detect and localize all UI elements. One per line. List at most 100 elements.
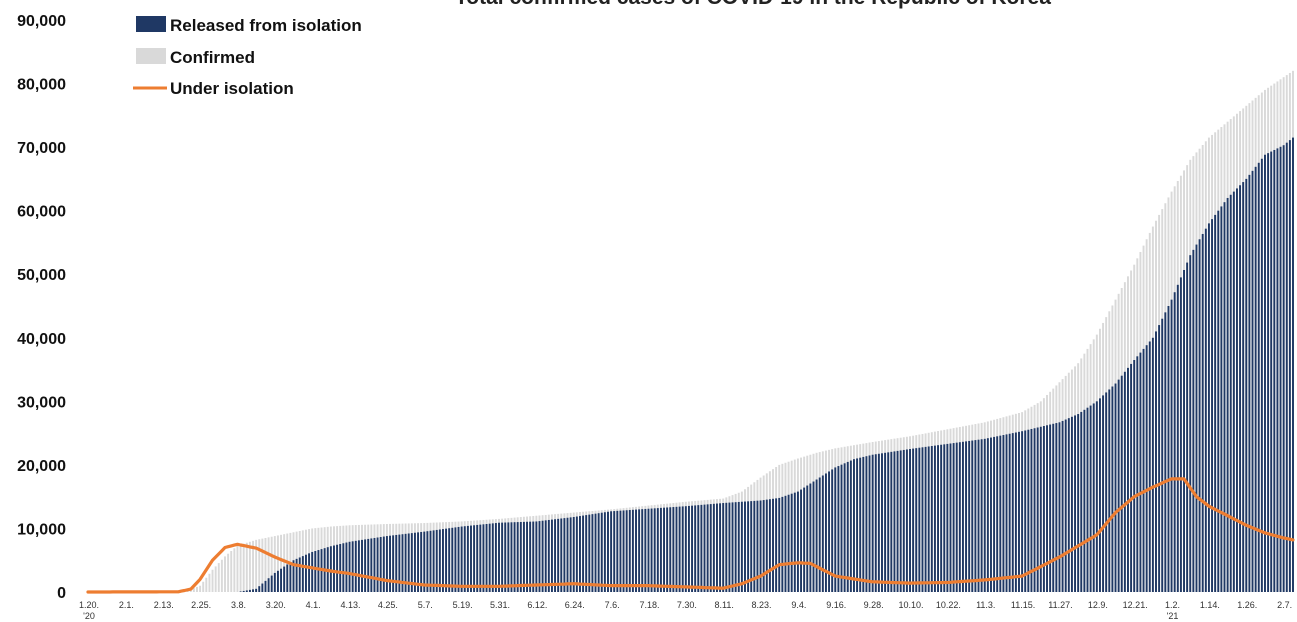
bar-released xyxy=(703,504,706,592)
bar-released xyxy=(435,529,438,592)
bar-released xyxy=(529,521,532,592)
bar-released xyxy=(1273,149,1276,592)
bar-released xyxy=(812,481,815,592)
x-tick-label: 8.11. xyxy=(715,600,734,610)
bar-confirmed xyxy=(261,538,264,592)
bar-released xyxy=(1232,191,1235,592)
bar-released xyxy=(1276,148,1279,592)
bar-released xyxy=(1248,174,1251,593)
bar-released xyxy=(691,505,694,592)
bar-released xyxy=(1046,425,1048,592)
bar-released xyxy=(239,591,242,592)
bar-released xyxy=(927,446,930,592)
bar-released xyxy=(1058,422,1061,592)
bar-released xyxy=(485,524,488,592)
bar-released xyxy=(694,505,697,592)
bar-released xyxy=(641,509,644,592)
bar-released xyxy=(504,522,507,592)
x-tick-label: 6.12. xyxy=(527,600,547,610)
bar-released xyxy=(631,509,634,592)
bar-released xyxy=(333,545,335,592)
y-tick-label: 50,000 xyxy=(17,267,66,284)
bar-released xyxy=(535,521,538,592)
bar-released xyxy=(473,525,476,592)
bar-released xyxy=(756,500,759,592)
bar-confirmed xyxy=(270,536,273,592)
bar-confirmed xyxy=(205,577,208,592)
bar-released xyxy=(308,553,311,592)
bar-released xyxy=(687,505,690,592)
bar-released xyxy=(579,516,581,592)
bar-released xyxy=(1201,233,1204,592)
bar-released xyxy=(466,525,469,592)
bar-released xyxy=(656,508,659,592)
bar-released xyxy=(339,544,342,592)
bar-released xyxy=(1005,434,1008,592)
bar-released xyxy=(610,511,613,592)
bar-released xyxy=(245,590,248,592)
bar-confirmed xyxy=(258,539,261,592)
bar-released xyxy=(753,500,756,592)
x-tick-label: 2.7. xyxy=(1277,600,1292,610)
bar-released xyxy=(373,537,376,592)
bar-released xyxy=(270,575,273,592)
bar-released xyxy=(768,499,771,592)
bar-released xyxy=(1285,142,1288,592)
bar-confirmed xyxy=(224,556,226,592)
bar-released xyxy=(1061,420,1064,592)
bar-released xyxy=(1018,431,1020,592)
bar-released xyxy=(432,530,435,592)
bar-released xyxy=(725,502,728,592)
bar-released xyxy=(818,477,821,592)
bar-released xyxy=(1170,299,1173,592)
bar-released xyxy=(591,514,594,592)
bar-released xyxy=(442,529,444,592)
bar-released xyxy=(949,443,952,592)
bar-released xyxy=(762,500,765,592)
bar-released xyxy=(1036,427,1039,592)
bar-released xyxy=(597,513,600,592)
bar-released xyxy=(273,572,276,592)
bar-released xyxy=(744,501,746,592)
bar-released xyxy=(410,533,413,592)
bar-released xyxy=(856,458,859,592)
x-tick-year-label: '21 xyxy=(1167,611,1179,621)
bar-released xyxy=(887,452,890,592)
bar-confirmed xyxy=(208,573,211,592)
bar-confirmed xyxy=(245,542,248,592)
bar-released xyxy=(1136,356,1139,592)
legend-swatch-released xyxy=(136,16,166,32)
bar-released xyxy=(1055,423,1058,592)
bar-released xyxy=(933,445,936,592)
y-tick-label: 90,000 xyxy=(17,13,66,30)
bar-released xyxy=(650,508,653,592)
bar-released xyxy=(1052,423,1055,592)
x-tick-label: 9.16. xyxy=(826,600,846,610)
bar-released xyxy=(912,448,915,592)
series-released-from-isolation xyxy=(239,137,1294,593)
bar-released xyxy=(1158,325,1161,592)
bar-released xyxy=(1164,312,1167,592)
bar-released xyxy=(1176,284,1179,592)
bar-released xyxy=(716,503,718,592)
bar-released xyxy=(519,521,522,592)
bar-confirmed xyxy=(236,545,239,592)
bar-released xyxy=(1267,153,1270,592)
bar-released xyxy=(905,449,908,592)
bar-released xyxy=(329,546,332,592)
bar-released xyxy=(613,511,616,592)
x-tick-label: 1.2. xyxy=(1165,600,1180,610)
bar-released xyxy=(289,562,292,592)
bar-released xyxy=(712,503,715,592)
bar-released xyxy=(295,558,298,592)
bar-released xyxy=(1192,249,1195,593)
bar-released xyxy=(516,522,519,592)
bar-released xyxy=(1008,433,1011,592)
bar-released xyxy=(264,580,267,592)
bar-released xyxy=(242,590,245,592)
bar-released xyxy=(507,522,510,592)
bar-released xyxy=(1254,166,1257,592)
bar-released xyxy=(971,440,974,592)
bar-released xyxy=(600,512,603,592)
bar-released xyxy=(267,578,270,592)
